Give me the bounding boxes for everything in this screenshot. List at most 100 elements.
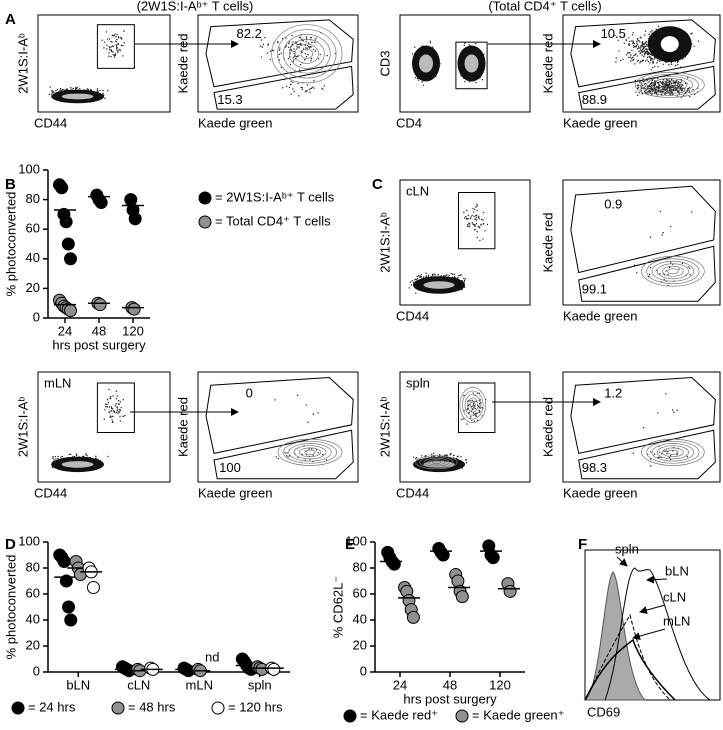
legend-marker [111,701,125,715]
event-dot [674,64,677,67]
event-dot [676,409,678,412]
event-dot [647,88,649,90]
event-dot [476,205,478,207]
event-dot [658,84,661,87]
event-dot [634,54,636,56]
event-dot [122,398,124,401]
event-dot [445,274,447,277]
event-dot [116,407,119,409]
event-dot [305,91,307,93]
event-dot [96,88,99,90]
contour [271,24,343,84]
event-dot [642,426,645,429]
event-dot [644,42,646,44]
event-dot [669,89,671,91]
event-dot [643,83,645,85]
event-dot [427,275,430,278]
event-dot [636,48,639,50]
event-dot [415,278,417,281]
event-dot [475,222,478,225]
event-dot [260,56,263,58]
event-dot [650,81,653,84]
event-dot [413,456,415,459]
event-dot [645,82,647,85]
data-point [94,196,108,210]
x-tick-label: spln [248,677,272,692]
event-dot [648,53,650,55]
event-dot [433,273,435,275]
gate [205,19,354,88]
event-dot [456,455,459,458]
contour [288,38,325,69]
event-dot [87,89,90,91]
event-dot [429,40,431,42]
event-dot [267,44,269,46]
plot-frame [399,179,531,306]
event-dot [636,60,639,62]
event-dot [109,395,112,398]
contour [640,73,699,96]
contour [663,82,676,88]
plot-frame [399,14,531,113]
event-dot [297,82,299,85]
event-dot [628,37,630,39]
event-dot [299,37,302,39]
event-dot [108,46,110,48]
event-dot [285,85,288,88]
y-axis-label: 2W1S:I-Aᵇ [15,397,30,458]
event-dot [691,211,693,213]
event-dot [477,216,480,219]
event-dot [118,37,120,39]
event-dot [645,43,648,46]
contour [277,438,343,466]
event-dot [659,451,661,453]
event-dot [53,459,55,461]
event-dot [60,456,62,458]
event-dot [659,210,662,213]
y-axis-label: Kaede red [540,34,555,94]
event-dot [628,51,630,54]
event-dot [110,409,112,412]
contour [652,78,688,92]
event-dot [667,273,669,276]
event-dot [305,404,307,406]
event-dot [681,262,684,265]
event-dot [618,50,620,52]
event-dot [420,276,422,278]
event-dot [312,461,314,463]
event-dot [676,454,678,456]
event-dot [659,273,661,275]
event-dot [623,34,625,37]
event-dot [415,457,418,459]
event-dot [309,91,311,93]
event-dot [636,44,638,46]
event-dot [467,214,470,216]
event-dot [466,423,468,425]
event-dot [48,93,50,95]
event-dot [646,56,649,59]
event-dot [120,36,122,39]
event-dot [669,93,671,96]
event-dot [296,55,299,58]
event-dot [637,94,639,96]
event-dot [641,54,643,56]
gate-value: 82.2 [237,26,262,41]
data-point [127,302,141,316]
legend-marker [198,215,212,229]
event-dot [420,273,422,276]
event-dot [416,77,419,80]
event-dot [649,90,652,93]
event-dot [637,59,640,61]
event-dot [663,450,665,452]
event-dot [635,46,637,48]
contour [646,258,700,285]
event-dot [293,48,295,50]
gate-value: 88.9 [582,92,607,107]
event-dot [637,86,640,89]
event-dot [111,419,113,421]
event-dot [665,450,667,452]
event-dot [277,41,279,43]
contour [657,80,682,90]
event-dot [647,60,650,63]
event-dot [686,77,689,79]
